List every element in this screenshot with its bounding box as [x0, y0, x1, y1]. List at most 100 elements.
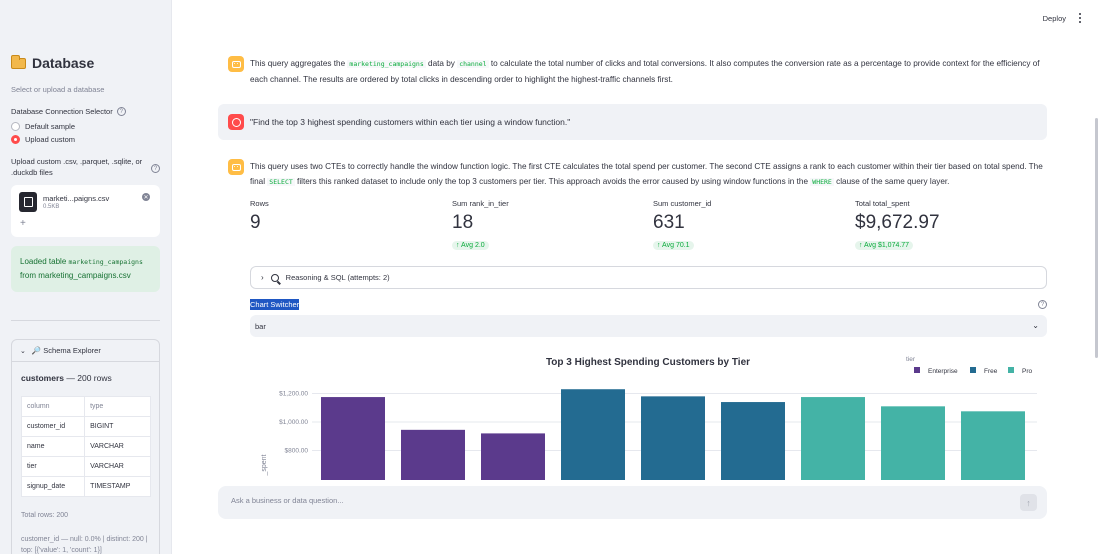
legend-title: tier: [906, 356, 916, 363]
assistant-message-text: This query aggregates the marketing_camp…: [250, 56, 1045, 87]
user-avatar-icon: [228, 114, 244, 130]
schema-table-header: column type: [20, 396, 151, 417]
legend-label: Pro: [1022, 368, 1033, 375]
top-bar: Deploy: [172, 0, 1100, 36]
assistant-message-text: This query uses two CTEs to correctly ha…: [250, 159, 1045, 190]
help-icon[interactable]: ?: [151, 164, 160, 173]
bar: [561, 389, 625, 480]
metric-sum-customer-id: Sum customer_id 631 ↑ Avg 70.1: [653, 199, 711, 252]
sidebar-caption: Select or upload a database: [11, 85, 105, 94]
folder-icon: [11, 54, 26, 69]
metric-delta: ↑ Avg 2.0: [452, 241, 489, 250]
expander-label: Reasoning & SQL (attempts: 2): [285, 273, 390, 282]
bot-avatar-icon: [228, 159, 244, 175]
add-file-icon[interactable]: +: [20, 218, 26, 229]
bar: [961, 411, 1025, 480]
uploaded-file: marketi...paigns.csv 0.5KB ✕: [19, 192, 150, 214]
inline-code: SELECT: [267, 178, 295, 186]
metric-label: Total total_spent: [855, 199, 910, 208]
metric-value: 9: [250, 212, 261, 233]
metric-label: Rows: [250, 199, 269, 208]
chat-input[interactable]: [231, 496, 991, 505]
radio-default-sample[interactable]: Default sample: [11, 122, 75, 131]
file-icon: [19, 192, 37, 212]
table-cell: signup_date: [20, 476, 86, 497]
radio-selected-icon[interactable]: [11, 135, 20, 144]
deploy-button[interactable]: Deploy: [1042, 14, 1066, 23]
schema-column-stat: customer_id — null: 0.0% | distinct: 200…: [21, 536, 148, 554]
help-icon[interactable]: ?: [116, 107, 126, 116]
table-cell: VARCHAR: [84, 436, 151, 457]
bar: [641, 396, 705, 480]
legend-swatch: [970, 367, 976, 373]
y-tick-label: $1,200.00: [279, 391, 308, 398]
success-table: marketing_campaigns: [68, 258, 143, 266]
chart-switcher-label: Chart Switcher: [250, 299, 300, 310]
y-tick-label: $1,000.00: [279, 419, 308, 426]
send-icon[interactable]: ↑: [1020, 494, 1037, 511]
radio-label: Default sample: [25, 122, 76, 131]
text-segment: This query aggregates the: [250, 59, 348, 68]
file-name: marketi...paigns.csv: [43, 194, 110, 203]
chevron-down-icon: ⌄: [1032, 321, 1039, 330]
table-cell: VARCHAR: [84, 456, 151, 477]
table-cell: TIMESTAMP: [84, 476, 151, 497]
bar-chart: Top 3 Highest Spending Customers by Tier…: [250, 345, 1047, 480]
user-message-text: "Find the top 3 highest spending custome…: [250, 117, 571, 127]
bar: [881, 406, 945, 480]
radio-upload-custom[interactable]: Upload custom: [11, 135, 75, 144]
success-suffix: from marketing_campaigns.csv: [20, 271, 131, 280]
metric-label: Sum customer_id: [653, 199, 712, 208]
table-cell: name: [20, 436, 86, 457]
chart-switcher-select[interactable]: bar ⌄: [250, 315, 1047, 337]
metric-label: Sum rank_in_tier: [452, 199, 509, 208]
table-cell: tier: [20, 456, 86, 477]
user-message: "Find the top 3 highest spending custome…: [218, 104, 1047, 140]
selector-label-text: Database Connection Selector: [11, 107, 113, 116]
magnifier-icon: [270, 273, 279, 282]
radio-circle-icon[interactable]: [11, 122, 20, 131]
metric-delta: ↑ Avg 70.1: [653, 241, 694, 250]
success-prefix: Loaded table: [20, 257, 67, 266]
legend-label: Free: [984, 368, 998, 375]
y-axis-label: _spent: [261, 454, 268, 476]
text-segment: filters this ranked dataset to include o…: [294, 177, 811, 186]
select-value: bar: [255, 322, 266, 331]
bar: [721, 402, 785, 480]
help-icon[interactable]: ?: [1038, 300, 1047, 309]
selector-label: Database Connection Selector ?: [11, 107, 126, 116]
reasoning-expander[interactable]: › Reasoning & SQL (attempts: 2): [250, 266, 1047, 289]
upload-label: Upload custom .csv, .parquet, .sqlite, o…: [11, 157, 143, 177]
remove-file-icon[interactable]: ✕: [142, 193, 150, 201]
bar: [321, 397, 385, 480]
schema-table-title: customers — 200 rows: [21, 373, 112, 383]
metric-delta: ↑ Avg $1,074.77: [855, 241, 914, 250]
bar: [801, 397, 865, 480]
more-options-icon[interactable]: [1077, 13, 1083, 23]
text-segment: This query uses two CTEs to correctly ha…: [250, 162, 1043, 186]
chart-title: Top 3 Highest Spending Customers by Tier: [546, 357, 750, 368]
schema-table: column type customer_id BIGINT name VARC…: [20, 396, 151, 497]
table-row: tier VARCHAR: [20, 456, 151, 477]
schema-explorer: ⌄ 🔎 Schema Explorer customers — 200 rows…: [11, 339, 160, 554]
success-alert: Loaded table marketing_campaigns from ma…: [11, 246, 160, 292]
legend-swatch: [1008, 367, 1014, 373]
y-tick-label: $800.00: [285, 448, 309, 455]
schema-explorer-label: 🔎 Schema Explorer: [31, 346, 101, 355]
table-row: customer_id BIGINT: [20, 416, 151, 437]
legend-swatch: [914, 367, 920, 373]
text-segment: data by: [425, 59, 458, 68]
file-size: 0.5KB: [43, 204, 60, 210]
file-uploader[interactable]: marketi...paigns.csv 0.5KB ✕ +: [11, 185, 160, 237]
chevron-down-icon: ⌄: [20, 347, 26, 355]
table-cell: BIGINT: [84, 416, 151, 437]
sidebar-title-text: Database: [32, 55, 95, 71]
metric-rows: Rows 9: [250, 199, 269, 234]
schema-explorer-header[interactable]: ⌄ 🔎 Schema Explorer: [12, 340, 159, 362]
metric-value: 18: [452, 212, 474, 233]
bot-avatar-icon: [228, 56, 244, 72]
scrollbar[interactable]: [1095, 118, 1098, 358]
inline-code: WHERE: [810, 178, 834, 186]
metric-total-spent: Total total_spent $9,672.97 ↑ Avg $1,074…: [855, 199, 940, 252]
